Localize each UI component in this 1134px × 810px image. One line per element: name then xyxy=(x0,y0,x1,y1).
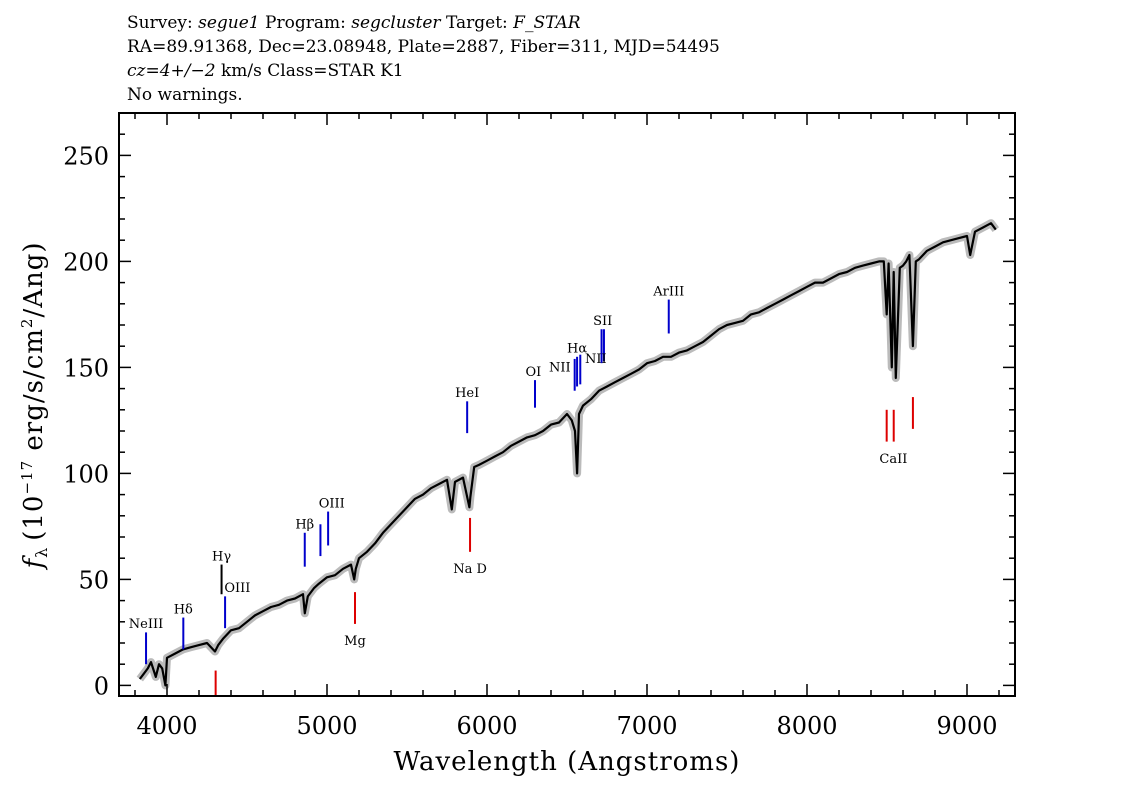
line-label-6: Mg xyxy=(344,634,366,649)
line-label-1: Hδ xyxy=(174,602,193,617)
y-tick-label-3: 150 xyxy=(63,354,109,382)
line-label-13: SII xyxy=(593,314,612,329)
axis-ticks xyxy=(119,113,1015,696)
line-label-11: Hα xyxy=(567,342,587,357)
line-label-14: ArIII xyxy=(652,284,684,299)
y-axis-title-exp: −17 xyxy=(18,460,36,495)
header-line-3: cz=4+/−2 km/s Class=STAR K1 xyxy=(127,60,404,82)
y-axis-title-pre: (10 xyxy=(19,495,49,541)
line-label-3: OIII xyxy=(224,581,250,596)
header-line-4: No warnings. xyxy=(127,85,243,105)
program-label: Program: xyxy=(265,13,346,33)
program-value: segcluster xyxy=(351,13,441,33)
y-axis-title-post: /Ang) xyxy=(19,241,49,317)
spectrum-line xyxy=(138,222,997,687)
y-axis-title-mid: erg/s/cm xyxy=(19,328,49,460)
y-tick-label-2: 100 xyxy=(63,460,109,488)
y-tick-label-1: 50 xyxy=(78,566,109,594)
error-band xyxy=(136,219,999,690)
x-tick-label-1: 5000 xyxy=(296,712,357,740)
y-axis-title: fλ (10−17 erg/s/cm2/Ang) xyxy=(18,241,51,570)
line-label-9: OI xyxy=(526,365,542,380)
y-axis-title-sub: λ xyxy=(32,547,51,558)
x-tick-label-2: 6000 xyxy=(456,712,517,740)
plot-frame xyxy=(118,112,1016,697)
x-tick-label-5: 9000 xyxy=(936,712,997,740)
header-line-2: RA=89.91368, Dec=23.08948, Plate=2887, F… xyxy=(127,37,720,57)
y-tick-label-4: 200 xyxy=(63,248,109,276)
y-axis-title-exp2: 2 xyxy=(18,318,36,329)
survey-value: segue1 xyxy=(198,13,260,33)
x-axis-title: Wavelength (Angstroms) xyxy=(394,747,741,777)
line-label-0: NeIII xyxy=(129,617,163,632)
x-tick-label-0: 4000 xyxy=(136,712,197,740)
target-value: F_STAR xyxy=(513,13,581,33)
y-tick-label-5: 250 xyxy=(63,142,109,170)
spectrum-series xyxy=(138,222,997,687)
header-line-1: Survey: segue1 Program: segcluster Targe… xyxy=(127,12,581,34)
line-label-7: HeI xyxy=(455,386,479,401)
class-value: km/s Class=STAR K1 xyxy=(215,61,404,81)
x-tick-label-3: 7000 xyxy=(616,712,677,740)
line-label-8: Na D xyxy=(453,562,487,577)
x-tick-label-4: 8000 xyxy=(776,712,837,740)
line-label-12: NII xyxy=(585,352,607,367)
y-axis-title-f: f xyxy=(19,555,49,571)
line-label-4: Hβ xyxy=(295,518,314,533)
y-tick-label-0: 0 xyxy=(94,672,109,700)
x-tick-labels: 4000 5000 6000 7000 8000 9000 xyxy=(136,712,997,740)
y-tick-labels: 0 50 100 150 200 250 xyxy=(63,142,109,700)
error-band-line xyxy=(136,219,999,690)
line-label-10: NII xyxy=(549,361,571,376)
line-label-15: CaII xyxy=(879,452,907,467)
survey-label: Survey: xyxy=(127,13,193,33)
line-label-2: Hγ xyxy=(212,549,231,564)
target-label: Target: xyxy=(445,13,508,33)
line-label-5: OIII xyxy=(319,496,345,511)
spectral-line-markers xyxy=(145,299,914,696)
redshift-value: cz=4+/−2 xyxy=(127,61,216,81)
